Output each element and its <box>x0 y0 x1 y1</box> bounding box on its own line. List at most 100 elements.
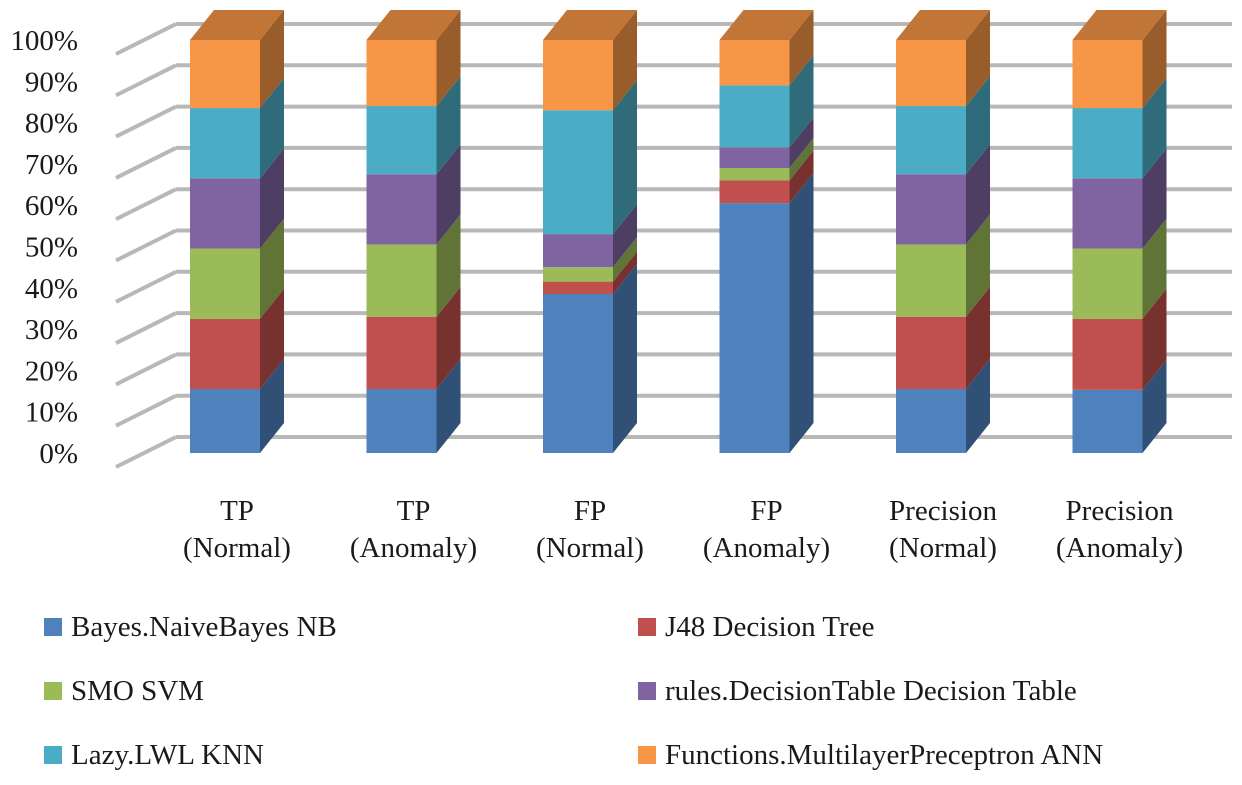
legend-item: SMO SVM <box>44 675 204 707</box>
bar-stack <box>1072 10 1167 453</box>
bar-segment <box>543 234 613 268</box>
bar-segment <box>719 168 790 181</box>
gridline-side <box>115 393 177 428</box>
category-label: Precision (Anomaly) <box>1056 495 1183 564</box>
bar-segment-side <box>436 214 461 317</box>
gridline-side <box>115 187 177 221</box>
bar-segment <box>190 388 260 453</box>
bar-segment-side <box>436 10 461 107</box>
bar-segment <box>719 203 790 453</box>
bar-segment-side <box>789 117 814 169</box>
bar-segment-side <box>613 251 637 294</box>
bar-top-face <box>1072 10 1167 40</box>
bar-segment <box>896 244 966 317</box>
legend-label: Functions.MultilayerPreceptron ANN <box>665 739 1103 771</box>
bar-segment-side <box>260 10 284 109</box>
bar-segment-side <box>260 78 284 179</box>
bar-segment-side <box>1142 218 1167 319</box>
bar-segment <box>1072 248 1143 319</box>
bar-segment <box>190 248 260 319</box>
gridline-side <box>115 311 177 345</box>
bar-segment-side <box>260 288 284 389</box>
bar-segment <box>1072 389 1143 453</box>
bar-segment <box>719 40 790 86</box>
bar-segment <box>1072 318 1143 390</box>
y-tick-label: 20% <box>25 355 78 387</box>
bar-segment-side <box>613 80 637 235</box>
category-label: FP (Normal) <box>536 495 644 564</box>
legend-item: rules.DecisionTable Decision Table <box>638 675 1077 707</box>
bar-top-face <box>543 10 637 40</box>
y-tick-label: 100% <box>10 25 78 57</box>
bar-segment-side <box>436 76 461 175</box>
gridlines <box>115 22 1232 469</box>
bar-segment-side <box>966 10 990 107</box>
bar-segment-side <box>436 286 461 389</box>
bar-segment <box>1072 40 1143 109</box>
bar-top-face <box>719 10 814 40</box>
bar-segment-side <box>436 358 461 453</box>
bar-stack <box>543 10 637 453</box>
bar-segment-side <box>260 358 284 453</box>
bar-stack <box>190 10 284 453</box>
legend-item: Functions.MultilayerPreceptron ANN <box>638 739 1103 771</box>
bar-segment <box>543 40 613 111</box>
y-tick-label: 30% <box>25 314 78 346</box>
category-label: FP (Anomaly) <box>703 495 830 564</box>
bar-top-face <box>366 10 461 40</box>
bar-segment-side <box>1142 148 1167 249</box>
bar-segment <box>543 267 613 282</box>
bar-segment <box>190 178 260 249</box>
bar-segment-side <box>1142 10 1167 109</box>
bar-segment <box>896 106 966 175</box>
y-tick-label: 50% <box>25 232 78 264</box>
y-tick-label: 10% <box>25 397 78 429</box>
bar-segment-side <box>1142 288 1167 390</box>
bar-segment <box>719 85 790 148</box>
bar-top-face <box>190 10 284 40</box>
y-tick-label: 0% <box>39 438 78 470</box>
bar-segment-side <box>613 263 637 453</box>
bar-segment <box>543 293 613 453</box>
legend-item: Lazy.LWL KNN <box>44 739 264 771</box>
bar-segment-side <box>966 214 990 317</box>
bar-segment <box>543 281 613 294</box>
bar-segment-side <box>789 150 814 204</box>
bar-segment-side <box>436 144 461 245</box>
y-tick-label: 80% <box>25 108 78 140</box>
gridline-side <box>115 228 177 263</box>
legend-label: Lazy.LWL KNN <box>71 739 264 771</box>
bar-segment-side <box>613 10 637 111</box>
y-tick-label: 70% <box>25 149 78 181</box>
category-label: Precision (Normal) <box>889 495 997 564</box>
bar-segment-side <box>260 148 284 249</box>
bar-segment <box>366 316 437 389</box>
y-axis-tick-labels: 0% 10% 20% 30% 40% 50% 60% 70% 80% 90% 100% <box>10 25 78 470</box>
bar-segment-side <box>966 76 990 175</box>
bar-segment-side <box>789 138 814 181</box>
gridline-side <box>115 22 177 56</box>
bar-segment <box>190 40 260 109</box>
y-tick-label: 40% <box>25 273 78 305</box>
bar-segment <box>366 106 437 175</box>
bar-segment <box>366 244 437 317</box>
bar-stack <box>896 10 990 453</box>
legend-item: Bayes.NaiveBayes NB <box>44 611 337 643</box>
category-label: TP (Anomaly) <box>350 495 477 564</box>
bar-segment <box>719 180 790 204</box>
legend-swatch <box>44 746 62 764</box>
bar-segment <box>1072 108 1143 179</box>
gridline-side <box>115 352 177 387</box>
bar-segment <box>190 318 260 389</box>
bar-segment-side <box>966 144 990 245</box>
legend-swatch <box>638 746 656 764</box>
y-tick-label: 60% <box>25 190 78 222</box>
legend-swatch <box>44 682 62 700</box>
bar-segment-side <box>260 218 284 319</box>
legend-swatch <box>638 618 656 636</box>
bar-segment-side <box>789 10 814 86</box>
bars <box>190 10 1167 453</box>
legend-swatch <box>638 682 656 700</box>
bar-segment-side <box>1142 359 1167 453</box>
